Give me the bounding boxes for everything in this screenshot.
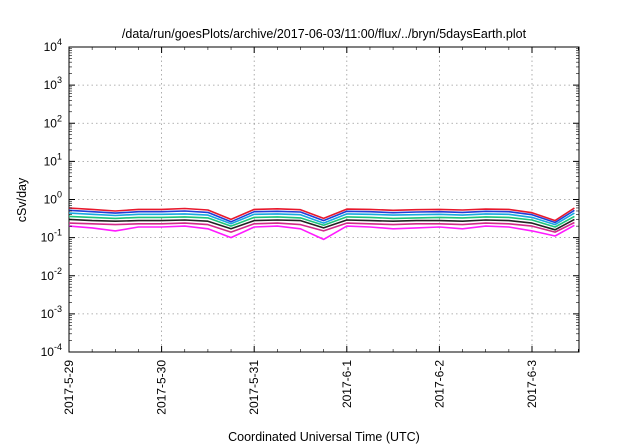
series-line-7	[68, 224, 575, 241]
series-line-2	[68, 209, 575, 224]
y-tick-label: 100	[44, 190, 62, 207]
x-tick-label: 2017-5-29	[62, 360, 76, 415]
x-axis-ticks: 2017-5-29 2017-5-30 2017-5-31 2017-6-1 2017-…	[62, 47, 579, 415]
series-line-5	[68, 218, 575, 231]
chart-title: /data/run/goesPlots/archive/2017-06-03/1…	[122, 27, 527, 41]
y-tick-label: 102	[44, 113, 62, 130]
y-axis-ticks: 10-4 10-3 10-2 10-1 100 101 102 103 104	[41, 37, 579, 359]
grid-lines	[69, 47, 579, 352]
series-line-6	[68, 221, 575, 233]
series-line-1	[68, 207, 575, 222]
y-tick-label: 101	[44, 151, 62, 168]
y-tick-label: 10-1	[41, 228, 62, 245]
y-tick-label: 10-3	[41, 304, 62, 321]
y-tick-label: 10-2	[41, 266, 62, 283]
series-lines	[68, 207, 575, 241]
x-tick-label: 2017-6-3	[525, 360, 539, 408]
series-line-4	[68, 215, 575, 228]
x-tick-label: 2017-6-1	[340, 360, 354, 408]
y-tick-label: 10-4	[41, 342, 62, 359]
x-tick-label: 2017-5-31	[247, 360, 261, 415]
x-tick-label: 2017-5-30	[155, 360, 169, 415]
series-line-3	[68, 212, 575, 226]
y-axis-label: cSv/day	[15, 177, 29, 222]
x-axis-label: Coordinated Universal Time (UTC)	[228, 430, 420, 444]
x-tick-label: 2017-6-2	[432, 360, 446, 408]
y-tick-label: 104	[44, 37, 62, 54]
y-tick-label: 103	[44, 75, 62, 92]
